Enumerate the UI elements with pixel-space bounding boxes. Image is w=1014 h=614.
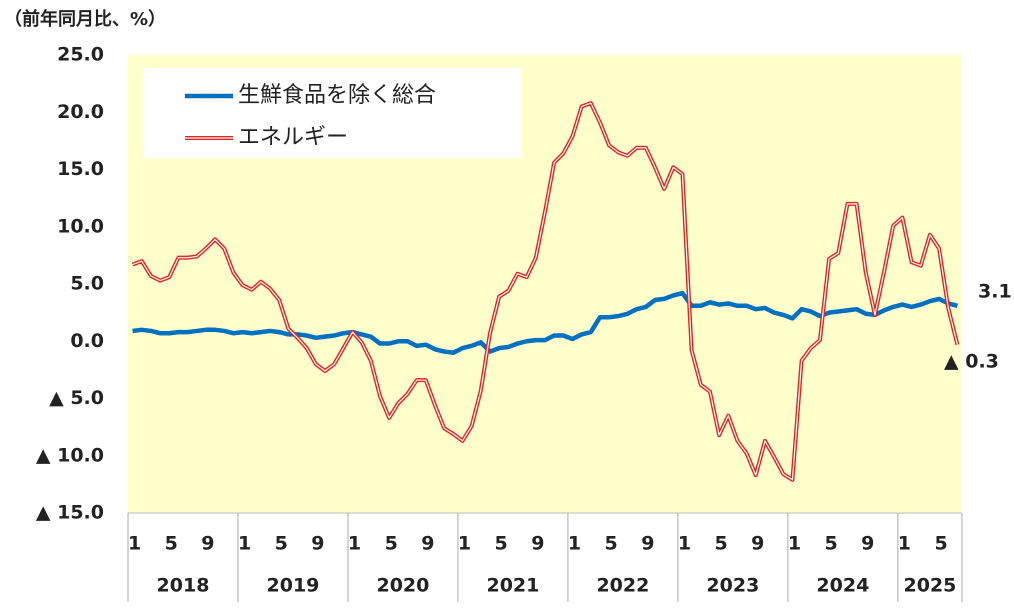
x-tick-label: 1 xyxy=(678,533,691,555)
legend-box xyxy=(143,68,522,158)
x-tick-label: 9 xyxy=(311,533,324,555)
x-tick-label: 1 xyxy=(788,533,801,555)
legend-label: 生鮮食品を除く総合 xyxy=(238,83,436,108)
y-tick-label: ▲ 10.0 xyxy=(36,444,104,466)
legend-label: エネルギー xyxy=(238,125,348,150)
year-label: 2023 xyxy=(706,575,759,597)
y-tick-label: 0.0 xyxy=(70,330,104,352)
y-tick-label: 5.0 xyxy=(70,273,104,295)
x-tick-label: 5 xyxy=(605,533,618,555)
x-tick-label: 9 xyxy=(861,533,874,555)
x-tick-label: 1 xyxy=(348,533,361,555)
x-tick-label: 9 xyxy=(751,533,764,555)
x-tick-label: 5 xyxy=(495,533,508,555)
year-label: 2020 xyxy=(376,575,429,597)
y-tick-label: 25.0 xyxy=(57,44,104,66)
x-tick-label: 9 xyxy=(201,533,214,555)
x-tick-label: 1 xyxy=(568,533,581,555)
line-series xyxy=(132,290,958,355)
year-label: 2021 xyxy=(486,575,539,597)
x-tick-label: 5 xyxy=(385,533,398,555)
y-tick-label: 15.0 xyxy=(57,158,104,180)
x-tick-label: 5 xyxy=(824,533,837,555)
x-tick-label: 9 xyxy=(421,533,434,555)
x-tick-label: 1 xyxy=(238,533,251,555)
year-label: 2024 xyxy=(816,575,869,597)
annotation: 3.1 xyxy=(978,281,1012,303)
year-label: 2022 xyxy=(596,575,649,597)
x-tick-label: 5 xyxy=(165,533,178,555)
x-tick-label: 9 xyxy=(531,533,544,555)
x-tick-label: 1 xyxy=(458,533,471,555)
x-tick-label: 5 xyxy=(934,533,947,555)
year-label: 2025 xyxy=(903,575,956,597)
annotation: ▲ 0.3 xyxy=(944,351,999,373)
year-label: 2019 xyxy=(267,575,320,597)
y-axis-label: （前年同月比、%） xyxy=(4,8,166,30)
x-tick-label: 5 xyxy=(275,533,288,555)
year-label: 2018 xyxy=(157,575,210,597)
y-tick-label: ▲ 15.0 xyxy=(36,502,104,524)
line-series-inner xyxy=(132,102,959,481)
x-tick-label: 1 xyxy=(128,533,141,555)
y-tick-label: ▲ 5.0 xyxy=(49,387,104,409)
y-tick-label: 20.0 xyxy=(57,101,104,123)
x-tick-label: 5 xyxy=(715,533,728,555)
x-tick-label: 9 xyxy=(641,533,654,555)
y-tick-label: 10.0 xyxy=(57,215,104,237)
x-tick-label: 1 xyxy=(898,533,911,555)
